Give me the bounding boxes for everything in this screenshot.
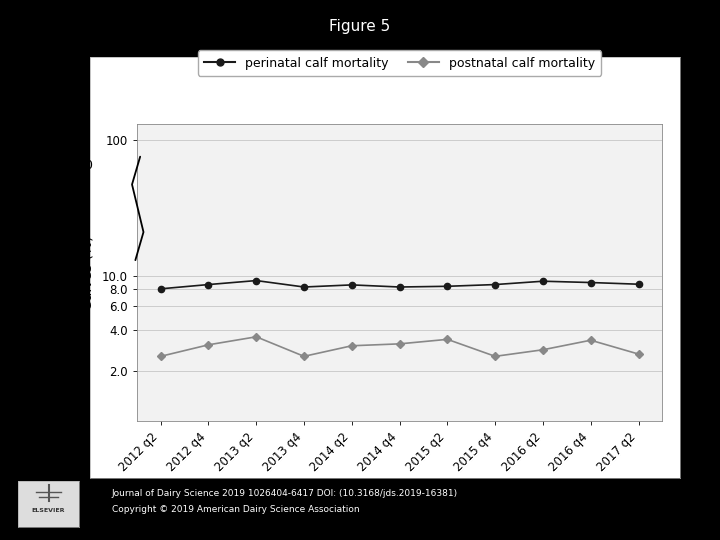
Text: Copyright © 2019 American Dairy Science Association: Copyright © 2019 American Dairy Science … — [112, 505, 365, 514]
Text: Figure 5: Figure 5 — [329, 19, 391, 34]
Y-axis label: Calves (%): Calves (%) — [81, 235, 95, 310]
Text: Journal of Dairy Science 2019 1026404-6417 DOI: (10.3168/jds.2019-16381): Journal of Dairy Science 2019 1026404-64… — [112, 489, 458, 498]
Text: 0: 0 — [84, 159, 92, 172]
X-axis label: Quarter: Quarter — [373, 522, 426, 536]
Text: ELSEVIER: ELSEVIER — [32, 508, 66, 513]
Legend: perinatal calf mortality, postnatal calf mortality: perinatal calf mortality, postnatal calf… — [198, 50, 601, 76]
